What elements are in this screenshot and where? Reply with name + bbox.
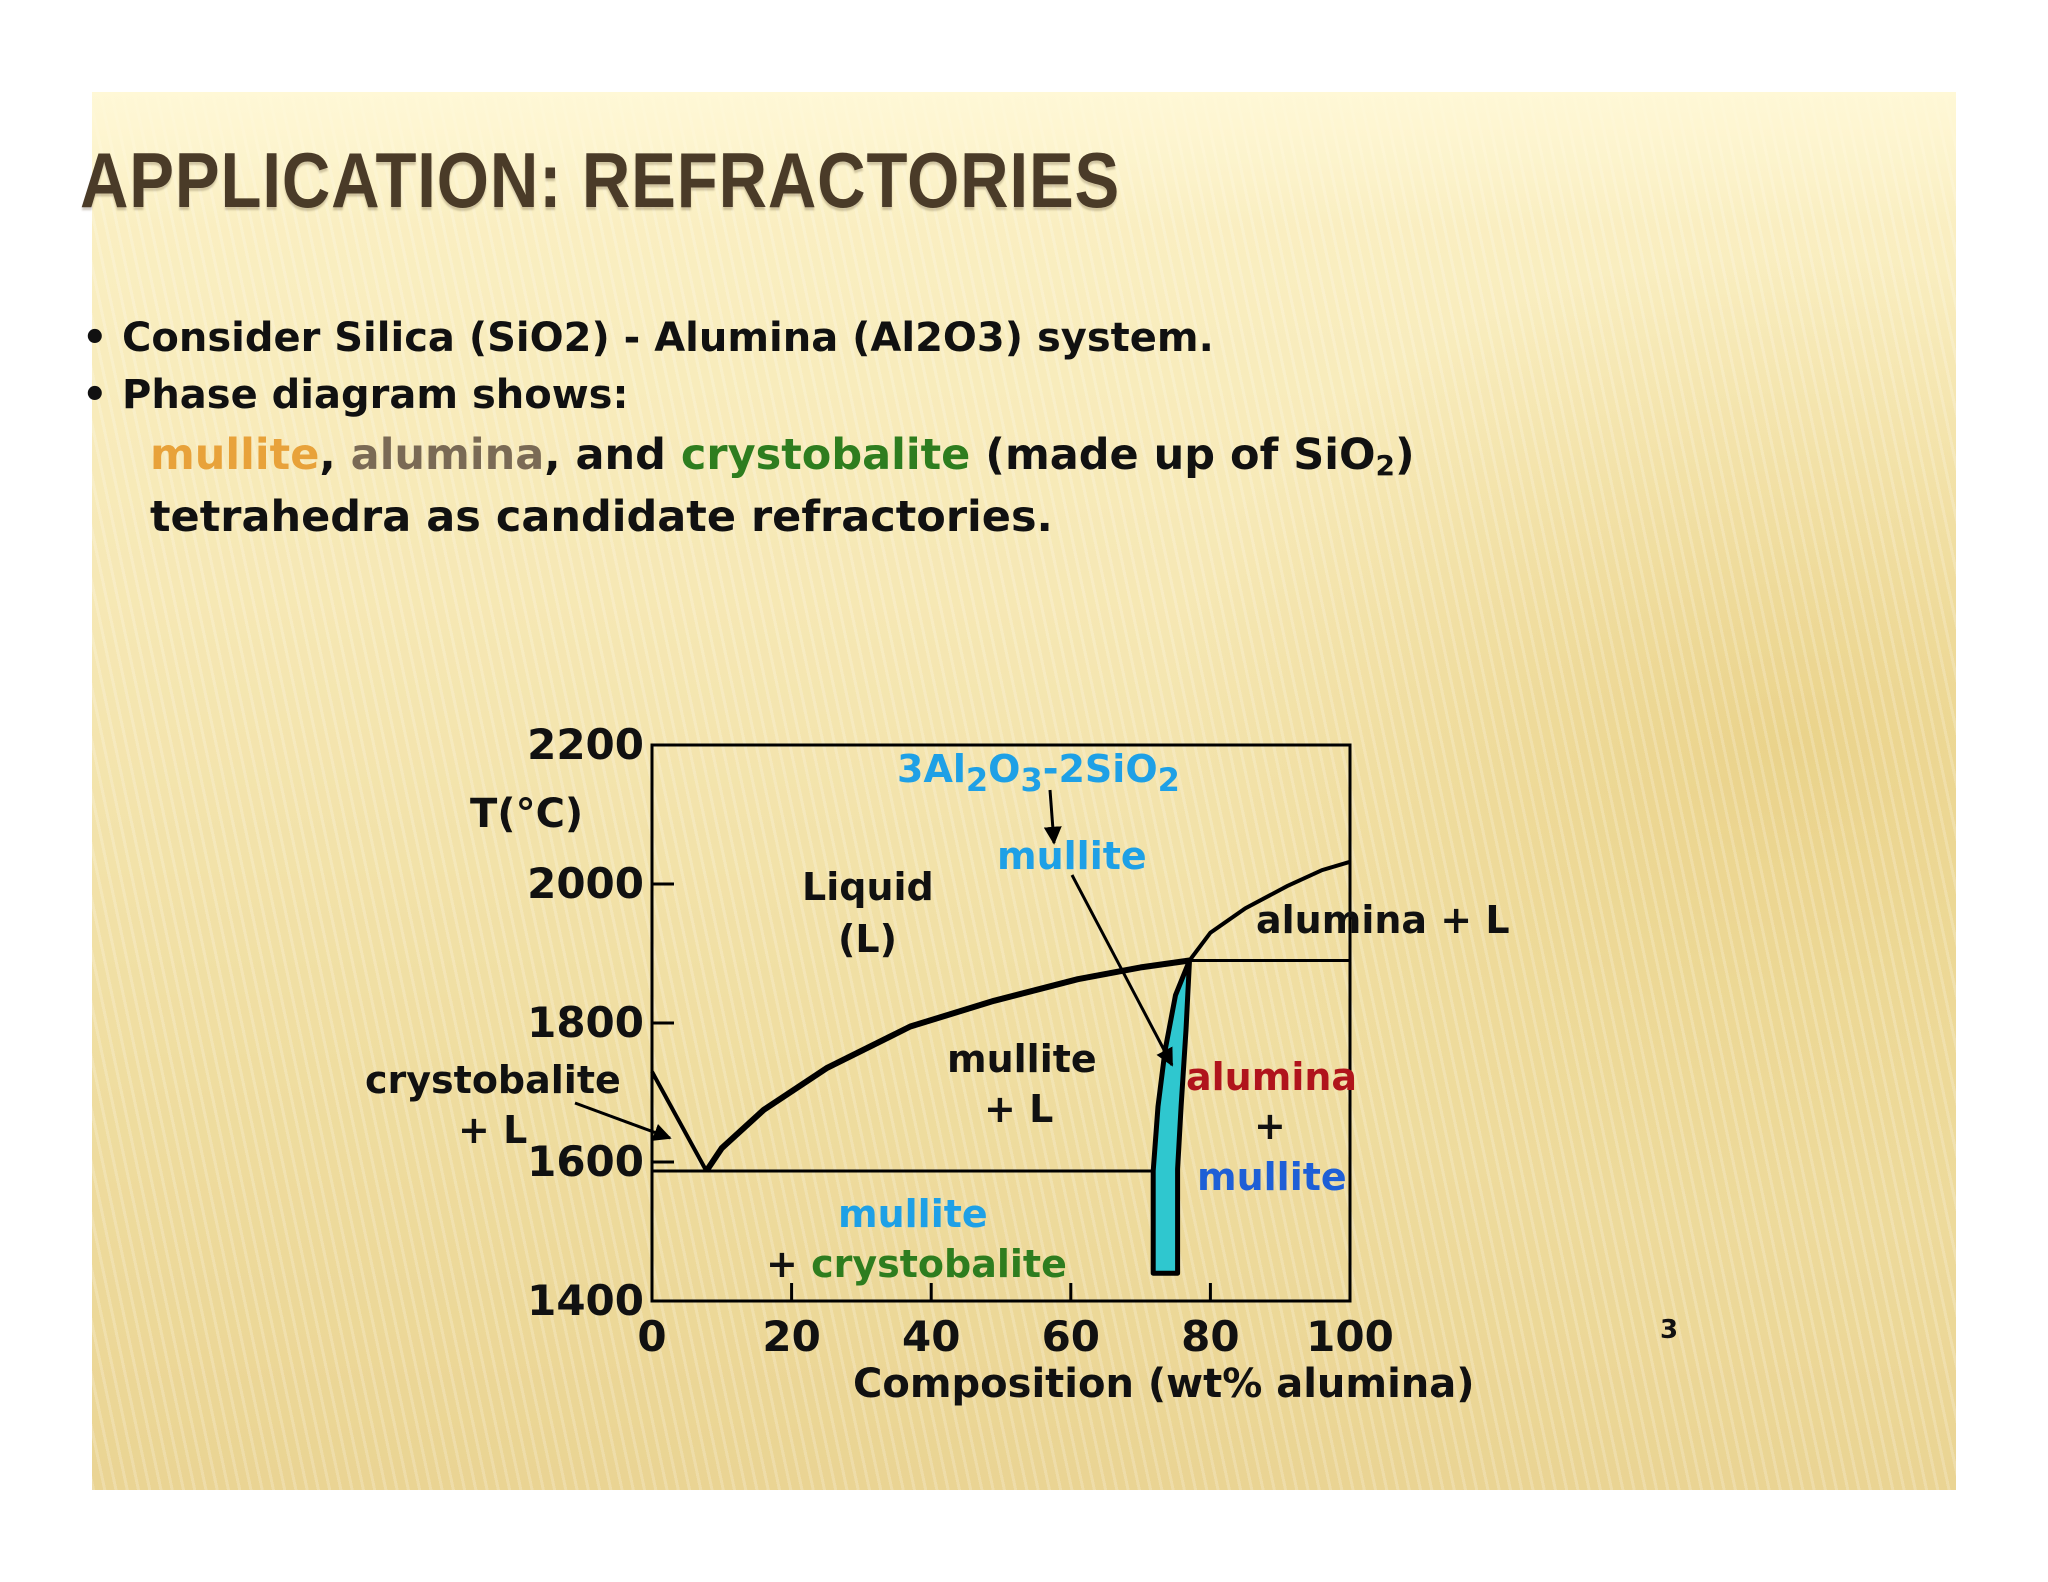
word-alumina: alumina [350, 430, 545, 480]
text-sep-1: , [319, 430, 351, 480]
label-mullite-blue: mullite [1197, 1155, 1347, 1199]
label-alumina-plus-l: alumina + L [1256, 898, 1510, 942]
y-tick-label: 1400 [527, 1276, 644, 1325]
y-tick-label: 1600 [527, 1137, 644, 1186]
y-tick-label: 2200 [527, 720, 644, 769]
label-mullite-plus-l-2: + L [984, 1087, 1053, 1131]
label-liquid-symbol: (L) [838, 917, 897, 961]
bullet-2: • Phase diagram shows: [82, 372, 628, 418]
liquidus-mullite-side [703, 957, 1190, 1173]
bullet-dot-icon: • [82, 372, 108, 418]
slide-background [92, 92, 1956, 1490]
slide-title: APPLICATION: REFRACTORIES [80, 136, 1121, 224]
arrow-formula-to-mullite [1043, 789, 1062, 845]
text-made-up-of: (made up of SiO [970, 430, 1376, 480]
y-tick-label: 1800 [527, 998, 644, 1047]
liquidus-alumina-side [1187, 859, 1351, 962]
label-crystobalite-plus-l-1: crystobalite [365, 1058, 621, 1102]
candidate-line-1: mullite, alumina, and crystobalite (made… [150, 430, 1415, 482]
label-mullite-plus-crysto-2: + crystobalite [766, 1242, 1067, 1286]
x-tick-label: 100 [1306, 1312, 1394, 1361]
bullet-1-text: Consider Silica (SiO2) - Alumina (Al2O3)… [122, 315, 1214, 361]
bullet-dot-icon: • [82, 315, 108, 361]
label-alumina-red: alumina [1186, 1055, 1357, 1099]
text-sep-2: , and [544, 430, 681, 480]
x-axis-label: Composition (wt% alumina) [853, 1361, 1475, 1407]
label-alumina-plus: + [1254, 1104, 1286, 1148]
axis-tick-labels: 0 20 40 60 80 100 1400 1600 1800 2000 2200 [527, 720, 1394, 1361]
label-mullite-plus-crysto-1: mullite [838, 1192, 988, 1236]
arrow-crystobalite-to-field [574, 1101, 672, 1141]
page-number: 3 [1660, 1315, 1679, 1345]
arrow-mullite-to-band [1070, 874, 1174, 1067]
liquidus-silica-side [650, 1070, 709, 1172]
y-tick-label: 2000 [527, 859, 644, 908]
x-tick-label: 40 [902, 1312, 960, 1361]
label-mullite-plus-l-1: mullite [947, 1037, 1097, 1081]
label-crystobalite-plus-l-2: + L [458, 1108, 527, 1152]
slide-top-band [92, 92, 1956, 222]
word-crystobalite: crystobalite [680, 430, 971, 480]
plot-frame [650, 743, 1352, 1303]
axis-ticks [650, 743, 1352, 1303]
candidate-line-2: tetrahedra as candidate refractories. [150, 492, 1053, 542]
label-mullite-compound: mullite [997, 834, 1147, 878]
text-close-paren: ) [1395, 430, 1415, 480]
mullite-phase-field [1150, 958, 1192, 1276]
x-tick-label: 0 [637, 1312, 666, 1361]
bullet-1: • Consider Silica (SiO2) - Alumina (Al2O3… [82, 315, 1214, 361]
word-mullite: mullite [150, 430, 320, 480]
bullet-2-text: Phase diagram shows: [122, 372, 629, 418]
x-tick-label: 20 [762, 1312, 820, 1361]
y-axis-label: T(°C) [470, 791, 583, 837]
x-tick-label: 60 [1042, 1312, 1100, 1361]
subscript-2: 2 [1375, 449, 1396, 482]
x-tick-label: 80 [1181, 1312, 1239, 1361]
label-liquid: Liquid [802, 865, 934, 909]
compound-formula: 3Al2O3-2SiO2 [897, 747, 1180, 799]
